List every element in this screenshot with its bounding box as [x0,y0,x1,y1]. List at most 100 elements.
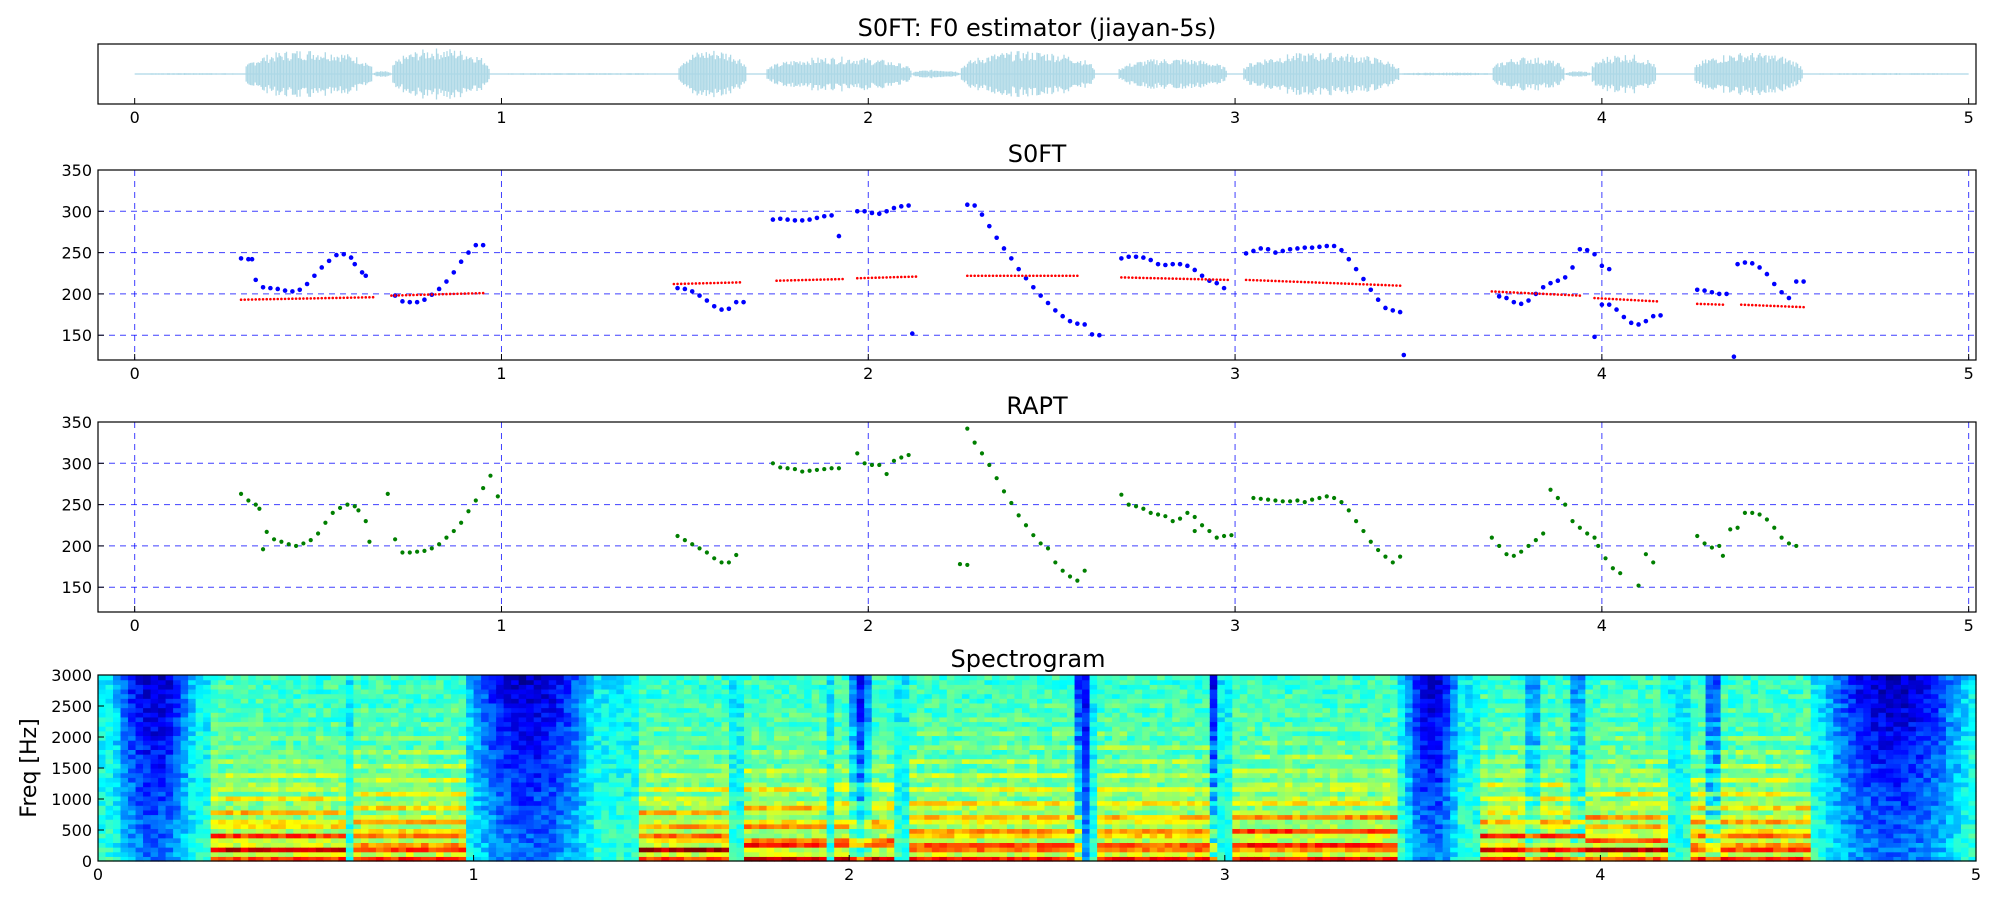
spectrogram-cell [759,740,768,746]
spectrogram-cell [841,702,850,709]
spectrogram-cell [653,707,662,713]
spectrogram-cell [736,744,745,750]
spectrogram-cell [375,726,385,732]
spectrogram-cell [683,758,693,764]
spectrogram-cell [721,735,730,741]
spectrogram-cell [751,712,760,718]
spectrogram-cell [706,712,715,718]
spectrogram-cell [511,814,520,820]
spectrogram-cell [841,795,850,802]
spectrogram-cell [886,837,895,843]
spectrogram-cell [796,786,805,792]
spectrogram-cell [503,758,512,764]
spectrogram-cell [511,749,520,755]
spectrogram-cell [774,781,783,788]
rapt-point [1519,549,1524,554]
soft-ytick-label: 150 [61,326,92,345]
soft-secondary-point [1252,278,1255,282]
spectrogram-cell [593,721,602,727]
spectrogram-cell [744,837,753,843]
spectrogram-cell [405,809,415,816]
soft-secondary-point [1758,304,1761,307]
spectrogram-cell [473,707,482,713]
spectrogram-cell [105,726,114,732]
soft-point [312,273,317,279]
spectrogram-cell [766,721,775,727]
spectrogram-cell [488,837,497,843]
soft-point [1280,248,1286,254]
spectrogram-cell [563,730,572,737]
rapt-point [1548,487,1553,492]
spectrogram-cell [849,721,858,727]
spectrogram-cell [593,795,602,802]
spectrogram-cell [278,772,287,778]
soft-secondary-point [1006,274,1009,278]
spectrogram-cell [661,842,670,848]
spectrogram-cell [353,777,362,783]
spectrogram-cell [165,744,174,750]
spectrogram-cell [248,851,257,857]
soft-point [268,285,273,291]
spectrogram-cell [443,721,452,727]
spectrogram-cell [886,809,895,816]
soft-secondary-point [870,276,874,280]
spectrogram-cell [248,837,257,843]
spectrogram-cell [721,828,730,834]
spectrogram-cell [729,716,738,723]
spectrogram-cell [421,712,430,718]
spectrogram-cell [360,693,370,699]
spectrogram-cell [338,814,347,820]
rapt-point [1221,533,1227,539]
spectrogram-cell [383,828,392,834]
soft-secondary-point [1765,304,1769,307]
spectrogram-cell [879,805,888,811]
spectrogram-cell [533,800,542,806]
spectrogram-cell [744,754,753,760]
spectrogram-cell [300,712,309,718]
soft-secondary-point [687,282,690,285]
spectrogram-cell [421,800,430,806]
spectrogram-cell [390,805,400,811]
spectrogram-cell [653,744,662,750]
spectrogram-cell [481,809,490,816]
spectrogram-cell [451,698,460,704]
spectrogram-cell [541,754,550,760]
spectrogram-cell [323,716,332,723]
spectrogram-cell [270,786,279,792]
spectrogram-cell [759,754,768,760]
spectrogram-cell [165,675,174,681]
spectrogram-cell [458,800,467,806]
spectrogram-cell [879,772,888,778]
spectrogram-cell [488,823,497,830]
spectrogram-cell [315,726,324,732]
spectrogram-cell [608,712,617,718]
spectrogram-cell [511,716,520,723]
spectrogram-cell [586,786,595,792]
spectrogram-cell [270,754,279,760]
soft-secondary-point [1578,294,1582,297]
spectrogram-cell [811,786,820,792]
spectrogram-cell [608,688,617,695]
spectrogram-cell [248,744,257,750]
spectrogram-cell [481,768,490,774]
soft-secondary-point [1017,274,1020,278]
spectrogram-cell [608,716,617,723]
spectrogram-cell [150,768,159,774]
soft-secondary-point [1266,279,1270,282]
spectrogram-cell [203,688,212,695]
spectrogram-cell [308,730,317,737]
spectrogram-cell [338,842,347,848]
spectrogram-cell [879,740,888,746]
spectrogram-cell [488,795,497,802]
spectrogram-cell [518,809,527,816]
spectrogram-cell [774,707,783,713]
spectrogram-cell [451,809,460,816]
spectrogram-cell [751,833,760,839]
spectrogram-cell [375,795,385,802]
spectrogram-cell [466,819,475,825]
spectrogram-cell [661,679,670,685]
soft-secondary-point [1153,276,1156,280]
spectrogram-cell [360,749,370,755]
spectrogram-cell [503,809,512,816]
spectrogram-cell [128,758,137,764]
